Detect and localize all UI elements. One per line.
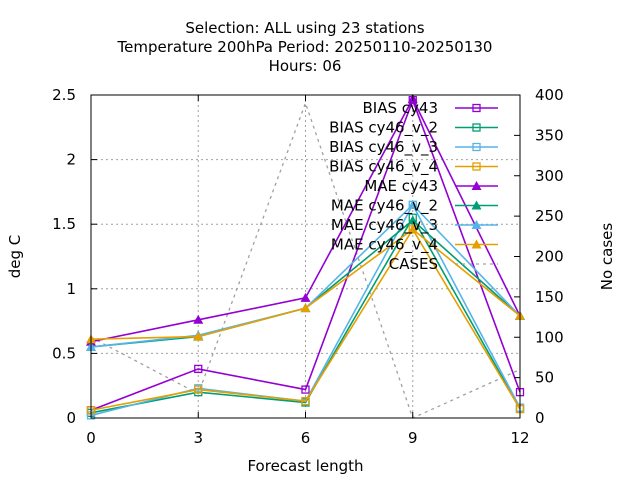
data-point xyxy=(194,364,203,374)
x-tick-label: 6 xyxy=(301,429,311,447)
data-point xyxy=(301,397,310,406)
legend-item: MAE cy46_v_3 xyxy=(331,216,498,235)
y2-tick-label: 250 xyxy=(535,207,564,225)
y-tick-label: 1 xyxy=(66,280,76,298)
legend-item: BIAS cy46_v_3 xyxy=(329,138,498,157)
chart-title: Selection: ALL using 23 stationsTemperat… xyxy=(117,19,493,75)
series-line xyxy=(90,227,521,412)
data-point xyxy=(300,303,311,313)
y2-tick-label: 150 xyxy=(535,288,564,306)
legend-item: BIAS cy46_v_2 xyxy=(329,119,498,138)
x-tick-label: 0 xyxy=(86,429,96,447)
data-point xyxy=(472,123,481,132)
legend-item: MAE cy46_v_4 xyxy=(331,236,498,255)
data-point xyxy=(407,199,418,209)
data-point xyxy=(194,385,203,394)
title-line: Selection: ALL using 23 stations xyxy=(185,19,424,37)
series-lines xyxy=(86,93,525,420)
legend-item: CASES xyxy=(389,255,498,273)
y2-tick-label: 200 xyxy=(535,248,564,266)
data-point xyxy=(471,239,482,249)
x-tick-label: 12 xyxy=(510,429,529,447)
data-point xyxy=(471,220,482,229)
x-axis-label: Forecast length xyxy=(247,457,363,475)
x-tick-label: 9 xyxy=(408,429,418,447)
y-tick-label: 1.5 xyxy=(52,215,76,233)
data-point xyxy=(472,142,481,152)
legend-label: MAE cy46_v_3 xyxy=(331,216,438,235)
series-line xyxy=(90,216,521,414)
y2-tick-label: 0 xyxy=(535,409,545,427)
legend-item: MAE cy46_v_2 xyxy=(331,197,498,216)
y-axis-label: deg C xyxy=(6,235,24,279)
legend-label: BIAS cy46_v_4 xyxy=(329,158,438,177)
y2-tick-label: 100 xyxy=(535,328,564,346)
y2-tick-label: 300 xyxy=(535,167,564,185)
y-tick-label: 2.5 xyxy=(52,86,76,104)
y-tick-label: 2 xyxy=(66,151,76,169)
data-point xyxy=(300,292,311,302)
data-point xyxy=(472,103,481,113)
axis-ticks: 0 3 6 9 12 0 0.5 1 1.5 2 2.5 0 50 100 150 200 250 300 350 4… xyxy=(52,86,564,447)
legend-label: CASES xyxy=(389,255,438,273)
data-point xyxy=(407,224,418,234)
legend-item: BIAS cy43 xyxy=(363,99,498,117)
legend-label: MAE cy46_v_4 xyxy=(331,236,438,255)
title-line: Temperature 200hPa Period: 20250110-2025… xyxy=(117,38,493,56)
legend-label: MAE cy43 xyxy=(364,177,438,195)
data-point xyxy=(301,385,310,394)
y2-axis-label: No cases xyxy=(598,223,616,291)
series-line xyxy=(90,97,521,411)
legend-item: BIAS cy46_v_4 xyxy=(329,158,498,177)
y-tick-label: 0 xyxy=(66,409,76,427)
legend-label: BIAS cy46_v_2 xyxy=(329,119,438,138)
data-point xyxy=(193,331,204,341)
data-point xyxy=(471,200,482,210)
y2-tick-label: 350 xyxy=(535,126,564,144)
y-tick-label: 0.5 xyxy=(52,344,76,362)
data-point xyxy=(407,215,418,225)
data-point xyxy=(471,181,482,190)
y2-tick-label: 400 xyxy=(535,86,564,104)
data-point xyxy=(472,162,481,171)
title-line: Hours: 06 xyxy=(269,57,342,75)
y2-tick-label: 50 xyxy=(535,369,554,387)
data-point xyxy=(193,314,204,324)
legend-item: MAE cy43 xyxy=(364,177,498,195)
grid xyxy=(91,95,520,418)
legend-label: BIAS cy46_v_3 xyxy=(329,138,438,157)
x-tick-label: 3 xyxy=(193,429,203,447)
legend-label: BIAS cy43 xyxy=(363,99,438,117)
legend-label: MAE cy46_v_2 xyxy=(331,197,438,216)
